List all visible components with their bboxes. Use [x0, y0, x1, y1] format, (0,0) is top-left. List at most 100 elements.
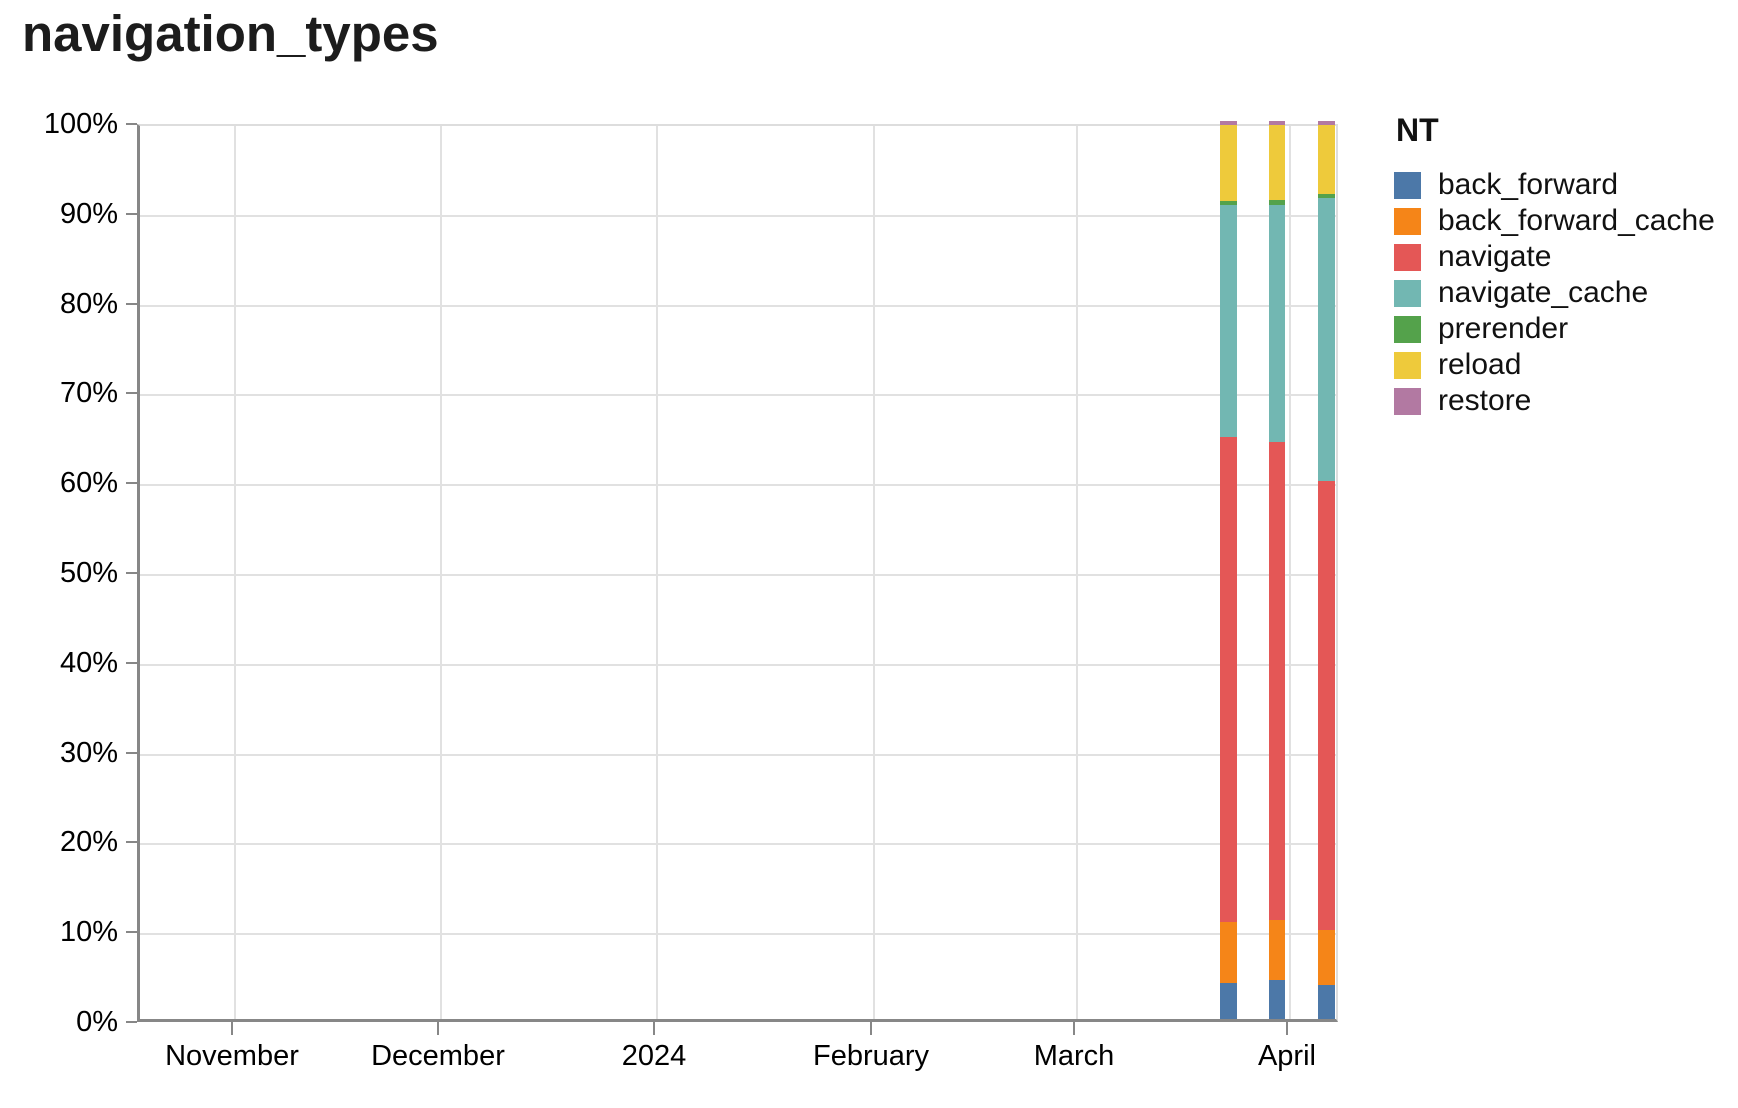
bar-segment-back_forward_cache[interactable] [1318, 930, 1335, 985]
x-axis-tick [436, 1022, 439, 1035]
legend-item-label: navigate_cache [1438, 276, 1649, 309]
y-axis-label: 60% [59, 467, 118, 500]
y-axis-label: 30% [59, 736, 118, 769]
y-axis-label: 40% [59, 646, 118, 679]
legend-swatch-reload [1394, 351, 1421, 379]
y-gridline [140, 933, 1336, 936]
y-gridline [140, 574, 1336, 576]
legend-item-label: navigate [1438, 240, 1552, 273]
bar-segment-back_forward_cache[interactable] [1220, 922, 1237, 984]
y-axis-tick [126, 123, 137, 125]
y-axis-tick [126, 302, 137, 305]
chart-title: navigation_types [22, 5, 439, 62]
stacked-bar [1318, 121, 1335, 1019]
legend-item-label: prerender [1438, 312, 1569, 345]
x-axis-tick [1073, 1022, 1076, 1035]
x-axis-label: November [165, 1040, 299, 1072]
x-axis-tick [653, 1022, 656, 1035]
bar-segment-navigate[interactable] [1220, 437, 1237, 923]
legend-item-navigate[interactable]: navigate [1394, 239, 1715, 275]
bar-segment-reload[interactable] [1220, 124, 1237, 201]
y-gridline [140, 304, 1336, 307]
y-axis-tick [126, 392, 137, 395]
y-gridline [140, 843, 1336, 846]
bar-segment-navigate[interactable] [1318, 481, 1335, 931]
x-gridline [439, 126, 442, 1019]
y-gridline [140, 663, 1336, 666]
y-axis-tick [126, 572, 137, 574]
y-axis-label: 100% [43, 108, 118, 140]
y-axis-label: 20% [59, 826, 118, 859]
bar-segment-navigate_cache[interactable] [1220, 205, 1237, 438]
bar-segment-restore[interactable] [1318, 121, 1335, 125]
legend-item-label: back_forward [1438, 168, 1619, 201]
y-axis-tick [126, 212, 137, 215]
legend-title: NT [1396, 112, 1439, 148]
plot-area [137, 121, 1338, 1022]
x-axis-tick [870, 1022, 873, 1035]
bar-segment-reload[interactable] [1318, 124, 1335, 194]
legend-swatch-navigate_cache [1394, 279, 1421, 307]
bar-segment-prerender[interactable] [1268, 200, 1285, 205]
legend-swatch-back_forward_cache [1394, 207, 1421, 235]
bar-segment-prerender[interactable] [1220, 200, 1237, 206]
legend-item-prerender[interactable]: prerender [1394, 311, 1715, 347]
x-axis-tick [230, 1022, 233, 1035]
legend-item-back_forward[interactable]: back_forward [1394, 167, 1715, 203]
x-gridline [656, 126, 659, 1019]
y-axis-tick [126, 931, 137, 934]
stacked-bar [1220, 121, 1237, 1019]
legend-item-label: restore [1438, 384, 1532, 417]
bar-segment-back_forward[interactable] [1318, 984, 1335, 1019]
x-axis-label: March [1033, 1040, 1115, 1072]
bar-segment-back_forward[interactable] [1268, 980, 1285, 1019]
y-axis-tick [126, 661, 137, 664]
legend-swatch-navigate [1394, 243, 1421, 271]
x-axis-label: 2024 [621, 1040, 687, 1072]
y-gridline [140, 484, 1336, 487]
bar-segment-back_forward[interactable] [1220, 983, 1237, 1019]
x-gridline [1076, 126, 1079, 1019]
bar-segment-navigate_cache[interactable] [1318, 198, 1335, 482]
x-axis-label: April [1257, 1040, 1316, 1072]
y-gridline [140, 394, 1336, 397]
y-axis-label: 80% [59, 287, 118, 320]
legend-item-reload[interactable]: reload [1394, 347, 1715, 383]
y-axis-tick [126, 751, 137, 754]
y-axis-label: 0% [76, 1006, 118, 1038]
y-gridline [140, 753, 1336, 756]
bar-segment-reload[interactable] [1268, 124, 1285, 201]
bar-segment-navigate[interactable] [1268, 441, 1285, 921]
bar-segment-restore[interactable] [1268, 121, 1285, 125]
y-axis-label: 50% [59, 557, 118, 589]
y-axis-tick [126, 482, 137, 485]
legend: NT back_forward back_forward_cache navigat… [1394, 112, 1715, 419]
legend-item-label: reload [1438, 348, 1522, 381]
bar-segment-navigate_cache[interactable] [1268, 204, 1285, 442]
bar-segment-restore[interactable] [1220, 121, 1237, 125]
x-gridline [233, 126, 236, 1019]
legend-item-navigate_cache[interactable]: navigate_cache [1394, 275, 1715, 311]
stacked-bar [1268, 121, 1285, 1019]
y-gridline [140, 214, 1336, 217]
bar-segment-back_forward_cache[interactable] [1268, 920, 1285, 981]
legend-item-restore[interactable]: restore [1394, 383, 1715, 419]
legend-items: back_forward back_forward_cache navigate na… [1394, 167, 1715, 419]
y-axis-label: 90% [59, 197, 118, 230]
y-axis-tick [126, 1021, 137, 1023]
legend-swatch-back_forward [1394, 171, 1421, 199]
x-axis-tick [1285, 1022, 1288, 1035]
legend-swatch-restore [1394, 387, 1421, 415]
y-axis-tick [126, 841, 137, 844]
x-axis-label: December [371, 1040, 505, 1072]
y-axis-label: 70% [59, 377, 118, 410]
legend-swatch-prerender [1394, 315, 1421, 343]
x-gridline [1288, 126, 1291, 1019]
x-axis-label: February [813, 1040, 930, 1072]
bar-segment-prerender[interactable] [1318, 193, 1335, 199]
y-axis-label: 10% [59, 916, 118, 949]
x-gridline [873, 126, 876, 1019]
legend-item-back_forward_cache[interactable]: back_forward_cache [1394, 203, 1715, 239]
legend-item-label: back_forward_cache [1438, 204, 1715, 237]
